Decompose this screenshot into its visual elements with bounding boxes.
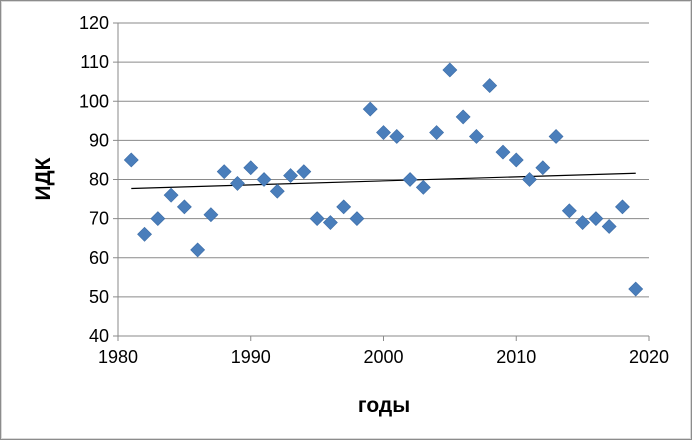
data-point — [522, 172, 537, 187]
axes — [113, 22, 650, 341]
x-tick-label: 2010 — [496, 347, 536, 367]
y-tick-label: 90 — [89, 130, 109, 150]
data-point — [349, 211, 365, 227]
data-point — [230, 175, 245, 191]
data-point — [482, 78, 498, 94]
data-point — [376, 125, 391, 140]
data-point — [203, 207, 219, 223]
data-point — [561, 203, 577, 219]
data-point — [336, 199, 352, 215]
data-point — [269, 183, 285, 199]
y-tick-label: 80 — [89, 170, 109, 190]
data-point — [389, 129, 405, 144]
data-point — [508, 152, 524, 168]
y-tick-label: 60 — [89, 248, 109, 268]
data-point — [283, 168, 298, 184]
data-point — [615, 199, 630, 215]
y-tick-label: 120 — [79, 13, 109, 33]
data-points — [123, 62, 644, 297]
trendline-group — [131, 172, 636, 190]
data-point — [362, 101, 378, 117]
y-tick-label: 40 — [89, 326, 109, 346]
data-point — [123, 152, 139, 168]
x-axis-title: годы — [358, 394, 410, 417]
data-point — [216, 164, 232, 180]
data-point — [548, 129, 564, 144]
data-point — [575, 215, 591, 230]
data-point — [176, 199, 192, 215]
data-point — [137, 226, 152, 242]
data-point — [163, 187, 179, 203]
data-point — [256, 172, 272, 187]
data-point — [455, 109, 471, 125]
x-tick-label: 1990 — [231, 347, 271, 367]
gridlines — [118, 22, 649, 298]
y-tick-label: 50 — [89, 287, 109, 307]
y-axis-title: ИДК — [32, 157, 55, 200]
x-tick-label: 2020 — [629, 347, 669, 367]
data-point — [495, 144, 511, 160]
data-point — [415, 179, 431, 195]
y-tick-label: 100 — [79, 91, 109, 111]
y-tick-label: 70 — [89, 209, 109, 229]
y-tick-label: 110 — [80, 52, 109, 72]
x-tick-label: 2000 — [363, 347, 403, 367]
data-point — [296, 164, 312, 180]
data-point — [469, 129, 484, 144]
data-point — [628, 281, 644, 297]
data-point — [442, 62, 458, 78]
data-point — [588, 211, 604, 227]
x-tick-label: 1980 — [98, 347, 138, 367]
data-point — [322, 215, 338, 230]
data-point — [243, 160, 259, 176]
trendline — [131, 172, 636, 190]
data-point — [535, 160, 551, 176]
data-point — [309, 211, 325, 227]
data-point — [190, 242, 206, 258]
tick-labels: 40 50 60 70 80 90 100 110 120 1980 1990 2000 2010 202… — [79, 13, 669, 367]
data-point — [601, 219, 617, 234]
data-point — [402, 172, 418, 187]
data-point — [150, 211, 166, 227]
data-point — [429, 125, 445, 140]
